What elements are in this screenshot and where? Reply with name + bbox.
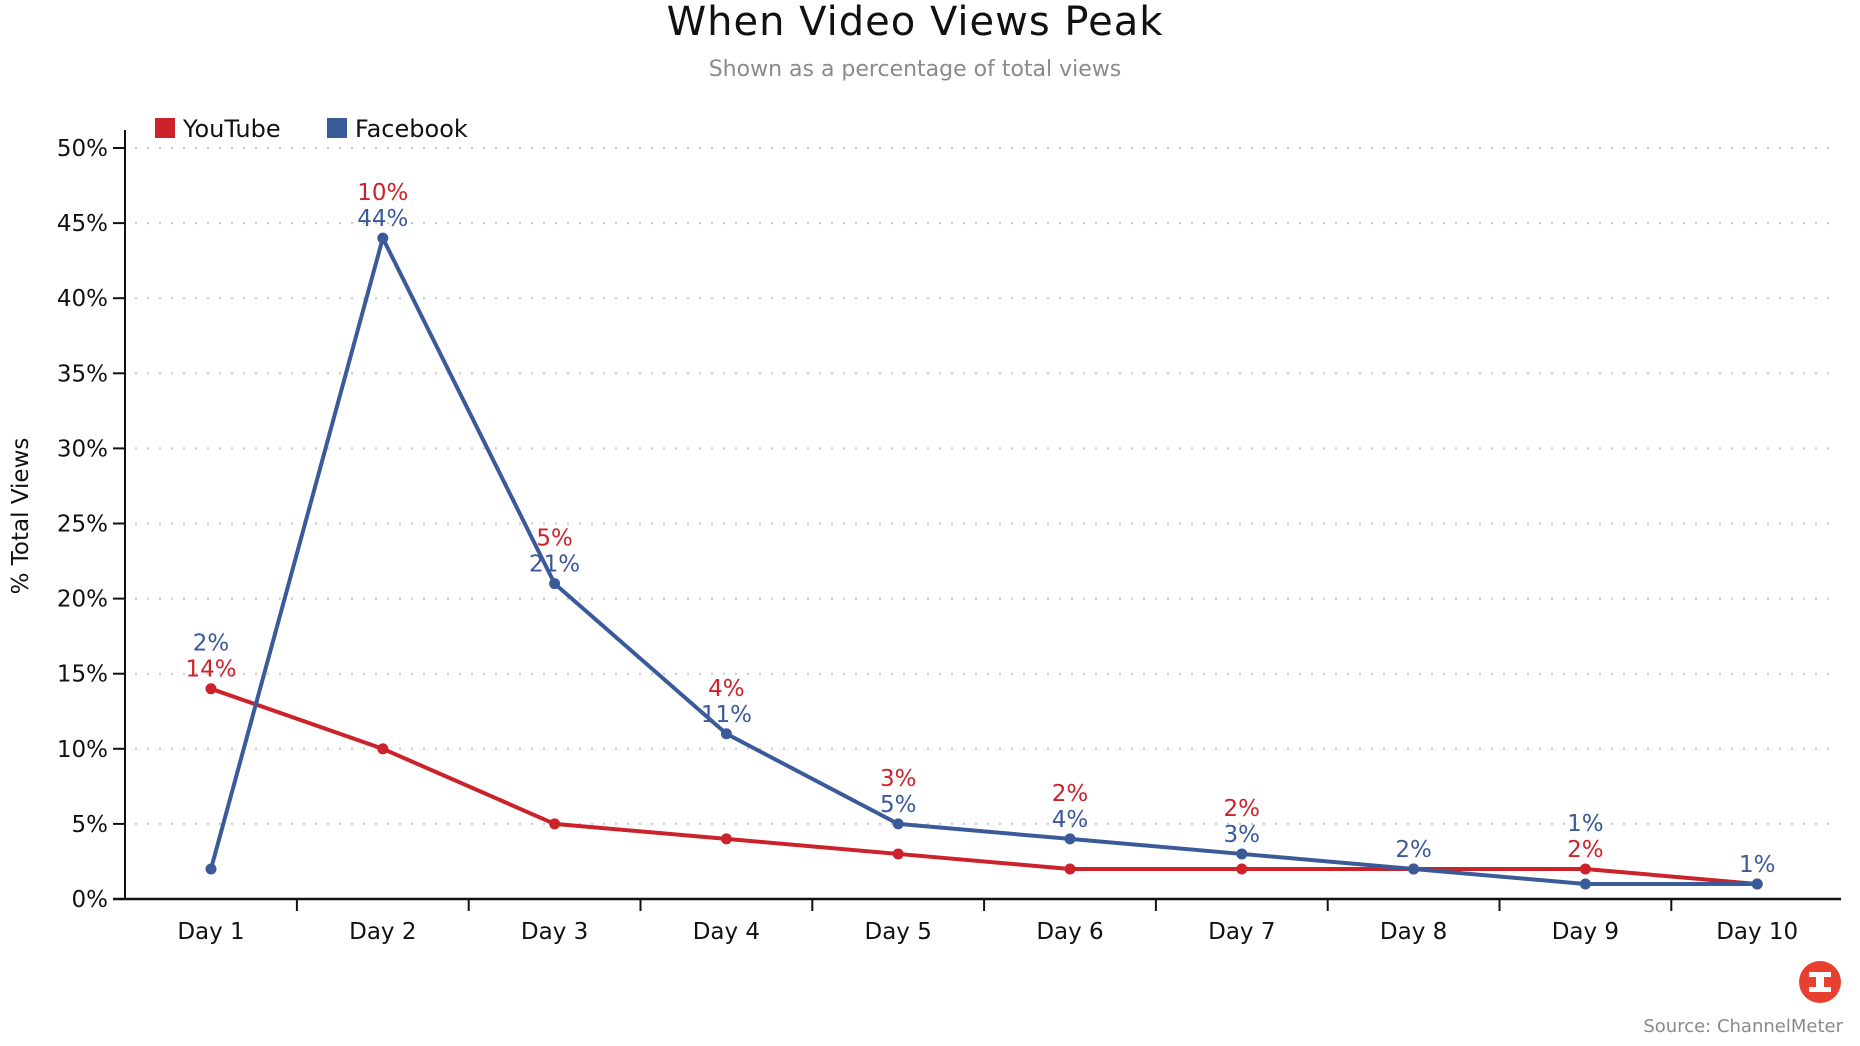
series-group bbox=[205, 232, 1763, 890]
data-label-facebook: 2% bbox=[1395, 837, 1432, 863]
y-tick-label: 5% bbox=[72, 812, 109, 838]
data-point-youtube bbox=[1579, 863, 1591, 875]
y-axis-title: % Total Views bbox=[8, 438, 34, 595]
data-label-facebook: 3% bbox=[1224, 822, 1261, 848]
chart-subtitle: Shown as a percentage of total views bbox=[709, 57, 1122, 82]
y-tick-label: 45% bbox=[57, 211, 108, 237]
series-line-youtube bbox=[210, 686, 1758, 886]
data-point-facebook bbox=[1408, 863, 1420, 875]
data-label-facebook: 44% bbox=[357, 206, 408, 232]
x-tick-label: Day 5 bbox=[865, 919, 932, 945]
data-point-youtube bbox=[720, 833, 732, 845]
legend-label-youtube[interactable]: YouTube bbox=[182, 115, 281, 143]
x-tick-label: Day 6 bbox=[1036, 919, 1103, 945]
data-point-facebook bbox=[549, 578, 561, 590]
data-label-facebook: 1% bbox=[1739, 852, 1776, 878]
y-tick-label: 40% bbox=[57, 286, 108, 312]
source-note: Source: ChannelMeter bbox=[1643, 1016, 1843, 1037]
legend: YouTube Facebook bbox=[155, 115, 468, 143]
x-tick-label: Day 3 bbox=[521, 919, 588, 945]
data-point-youtube bbox=[1236, 863, 1248, 875]
data-label-facebook: 11% bbox=[701, 702, 752, 728]
y-tick-label: 15% bbox=[57, 662, 108, 688]
data-label-youtube: 4% bbox=[708, 676, 745, 702]
data-label-youtube: 2% bbox=[1224, 796, 1261, 822]
legend-label-facebook[interactable]: Facebook bbox=[355, 115, 468, 143]
data-point-facebook bbox=[892, 818, 904, 830]
data-label-youtube: 5% bbox=[536, 526, 573, 552]
x-tick-label: Day 2 bbox=[349, 919, 416, 945]
x-tick-label: Day 10 bbox=[1716, 919, 1798, 945]
x-tick-label: Day 7 bbox=[1208, 919, 1275, 945]
data-label-facebook: 1% bbox=[1567, 811, 1604, 837]
series-line-facebook bbox=[209, 236, 1758, 886]
y-tick-label: 0% bbox=[72, 887, 109, 913]
x-tick-label: Day 1 bbox=[177, 919, 244, 945]
data-point-facebook bbox=[1236, 848, 1248, 860]
y-tick-label: 35% bbox=[57, 361, 108, 387]
data-label-youtube: 10% bbox=[357, 180, 408, 206]
x-tick-label: Day 4 bbox=[693, 919, 760, 945]
infogram-logo-icon[interactable] bbox=[1799, 961, 1841, 1003]
y-axis: 0% 5% 10% 15% 20% 25% 30% 35% 40% 45% 50% bbox=[57, 130, 126, 913]
y-tick-label: 10% bbox=[57, 737, 108, 763]
data-point-facebook bbox=[205, 863, 217, 875]
data-label-facebook: 5% bbox=[880, 792, 917, 818]
data-label-youtube: 2% bbox=[1052, 781, 1089, 807]
data-label-youtube: 14% bbox=[185, 657, 236, 683]
data-point-facebook bbox=[1579, 878, 1591, 890]
data-label-facebook: 4% bbox=[1052, 807, 1089, 833]
data-point-facebook bbox=[720, 728, 732, 740]
data-point-facebook bbox=[1751, 878, 1763, 890]
chart-title: When Video Views Peak bbox=[667, 0, 1164, 45]
y-tick-label: 30% bbox=[57, 436, 108, 462]
data-label-facebook: 21% bbox=[529, 552, 580, 578]
data-labels: 14%2%44%10%21%5%11%4%5%3%4%2%3%2%2% 2%1%1… bbox=[185, 180, 1775, 878]
legend-swatch-facebook bbox=[327, 118, 347, 138]
data-point-facebook bbox=[1064, 833, 1076, 845]
data-label-facebook: 2% bbox=[193, 631, 230, 657]
y-tick-label: 25% bbox=[57, 512, 108, 538]
x-tick-label: Day 9 bbox=[1552, 919, 1619, 945]
data-point-youtube bbox=[377, 743, 389, 755]
data-label-youtube: 3% bbox=[880, 766, 917, 792]
x-tick-label: Day 8 bbox=[1380, 919, 1447, 945]
data-point-youtube bbox=[892, 848, 904, 860]
data-point-youtube bbox=[1064, 863, 1076, 875]
legend-swatch-youtube bbox=[155, 118, 175, 138]
x-axis: Day 1 Day 2 Day 3 Day 4 Day 5 Day 6 Day 7 Day 8… bbox=[113, 897, 1841, 945]
y-tick-label: 20% bbox=[57, 587, 108, 613]
data-point-youtube bbox=[205, 683, 217, 695]
data-point-facebook bbox=[377, 232, 389, 244]
data-label-youtube: 2% bbox=[1567, 837, 1604, 863]
y-tick-label: 50% bbox=[57, 136, 108, 162]
data-point-youtube bbox=[549, 818, 561, 830]
